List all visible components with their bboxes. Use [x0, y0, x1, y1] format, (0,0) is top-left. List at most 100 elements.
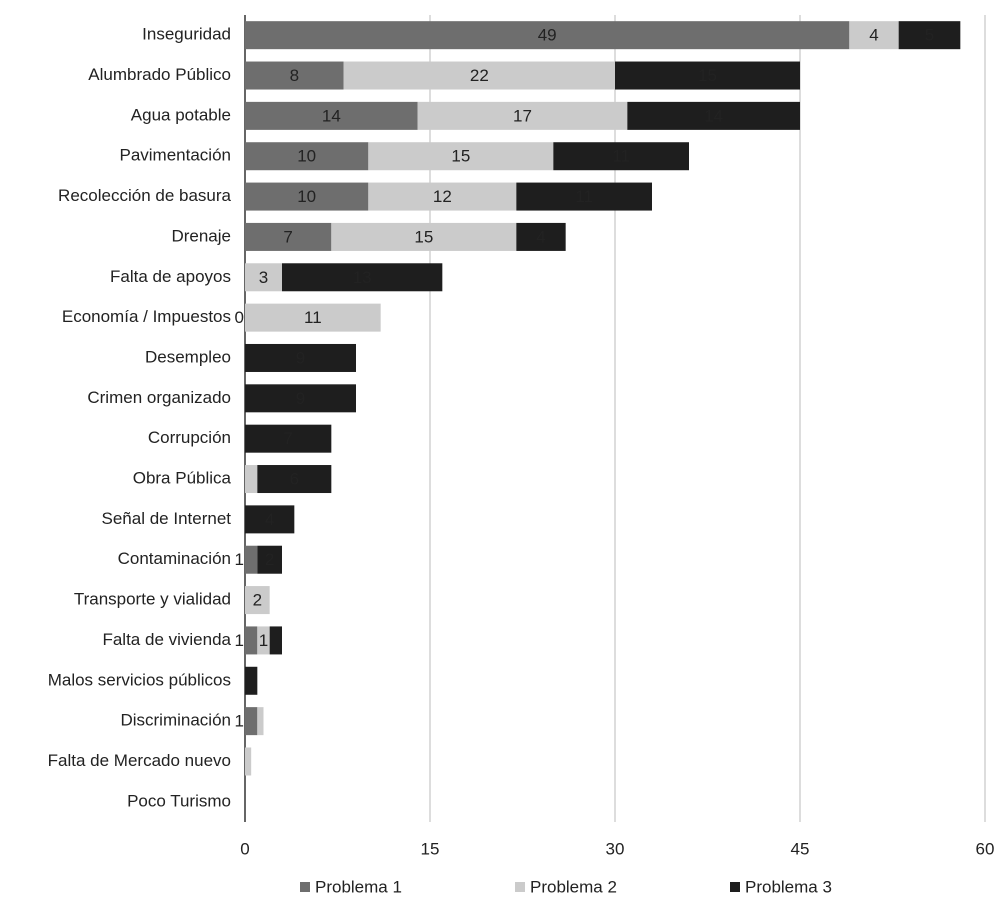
data-label: 10 — [297, 187, 316, 206]
bar-segment — [245, 182, 369, 211]
bar-segment — [245, 465, 258, 494]
y-tick-label: Falta de Mercado nuevo — [48, 751, 231, 770]
y-tick-label: Señal de Internet — [102, 509, 232, 528]
data-label: 14 — [322, 106, 341, 125]
legend-swatch — [300, 882, 310, 892]
bar-segment — [615, 61, 800, 90]
y-tick-label: Recolección de basura — [58, 186, 231, 205]
bar-segment — [245, 222, 332, 251]
legend-label: Problema 1 — [315, 877, 402, 896]
y-tick-label: Desempleo — [145, 347, 231, 366]
bar-segment — [245, 707, 258, 736]
y-tick-label: Contaminación — [118, 549, 231, 568]
y-tick-label: Obra Pública — [133, 469, 232, 488]
data-label: 11 — [304, 308, 322, 327]
bar-segment — [849, 21, 899, 50]
data-label: 9 — [296, 348, 305, 367]
bar-segment — [898, 21, 961, 50]
data-label: 2 — [265, 550, 274, 569]
y-tick-label: Crimen organizado — [87, 388, 231, 407]
y-tick-label: Alumbrado Público — [88, 65, 231, 84]
bar-segment — [627, 101, 800, 130]
data-label: 2 — [253, 591, 262, 610]
bar-segment — [553, 142, 689, 171]
y-tick-label: Falta de vivienda — [102, 630, 231, 649]
y-tick-label: Economía / Impuestos — [62, 307, 231, 326]
data-label: 1 — [259, 631, 268, 650]
bar-segment — [245, 384, 356, 413]
bar-segment — [516, 182, 652, 211]
y-tick-label: Transporte y vialidad — [74, 590, 231, 609]
bar-segment — [282, 263, 443, 292]
data-label: 5 — [925, 26, 934, 45]
y-tick-label: Agua potable — [131, 105, 231, 124]
data-label: 49 — [538, 26, 557, 45]
data-label: 1 — [235, 631, 244, 650]
data-label: 14 — [704, 106, 723, 125]
legend-label: Problema 3 — [745, 877, 832, 896]
y-tick-label: Malos servicios públicos — [48, 670, 231, 689]
data-label: 4 — [536, 227, 545, 246]
bar-segment — [257, 707, 264, 736]
bar-segment — [257, 626, 270, 655]
x-tick-label: 15 — [421, 839, 440, 858]
data-label: 4 — [265, 510, 274, 529]
x-tick-label: 60 — [976, 839, 995, 858]
data-label: 10 — [297, 147, 316, 166]
x-tick-label: 45 — [791, 839, 810, 858]
bar-segment — [245, 303, 381, 332]
bar-segment — [417, 101, 628, 130]
bar-segment — [245, 424, 332, 453]
data-label: 12 — [433, 187, 452, 206]
data-label: 7 — [283, 227, 292, 246]
bar-segment — [331, 222, 517, 251]
data-label: 6 — [290, 470, 299, 489]
y-tick-label: Discriminación — [120, 711, 231, 730]
bar-segment — [245, 61, 344, 90]
data-label: 8 — [290, 66, 299, 85]
data-label: 15 — [414, 227, 433, 246]
bar-segment — [245, 626, 258, 655]
y-tick-label: Drenaje — [171, 226, 231, 245]
legend-swatch — [515, 882, 525, 892]
x-tick-label: 0 — [240, 839, 249, 858]
y-tick-label: Poco Turismo — [127, 791, 231, 810]
bar-segment — [245, 505, 295, 534]
y-tick-label: Inseguridad — [142, 25, 231, 44]
data-label: 1 — [235, 712, 244, 731]
x-tick-label: 30 — [606, 839, 625, 858]
bar-segment — [368, 182, 517, 211]
data-label: 22 — [470, 66, 489, 85]
data-label: 13 — [353, 268, 372, 287]
data-label: 11 — [612, 147, 630, 166]
data-label: 0 — [235, 308, 244, 327]
bar-segment — [245, 21, 850, 50]
data-label: 4 — [869, 26, 878, 45]
bar-segment — [245, 586, 270, 615]
data-label: 15 — [698, 66, 717, 85]
bar-segment — [516, 222, 566, 251]
bar-segment — [269, 626, 282, 655]
bar-segment — [368, 142, 554, 171]
bar-segment — [257, 465, 332, 494]
data-label: 15 — [451, 147, 470, 166]
legend-swatch — [730, 882, 740, 892]
y-tick-label: Falta de apoyos — [110, 267, 231, 286]
bar-segment — [245, 101, 418, 130]
legend-label: Problema 2 — [530, 877, 617, 896]
data-label: 17 — [513, 106, 532, 125]
data-label: 7 — [283, 429, 292, 448]
bar-segment — [245, 747, 252, 776]
y-tick-label: Corrupción — [148, 428, 231, 447]
y-tick-label: Pavimentación — [119, 146, 231, 165]
bar-segment — [245, 666, 258, 695]
bar-segment — [245, 263, 282, 292]
bar-segment — [245, 545, 258, 574]
bar-segment — [257, 545, 282, 574]
data-label: 11 — [575, 187, 593, 206]
data-label: 9 — [296, 389, 305, 408]
data-label: 3 — [259, 268, 268, 287]
bar-segment — [245, 343, 356, 372]
bar-segment — [343, 61, 615, 90]
